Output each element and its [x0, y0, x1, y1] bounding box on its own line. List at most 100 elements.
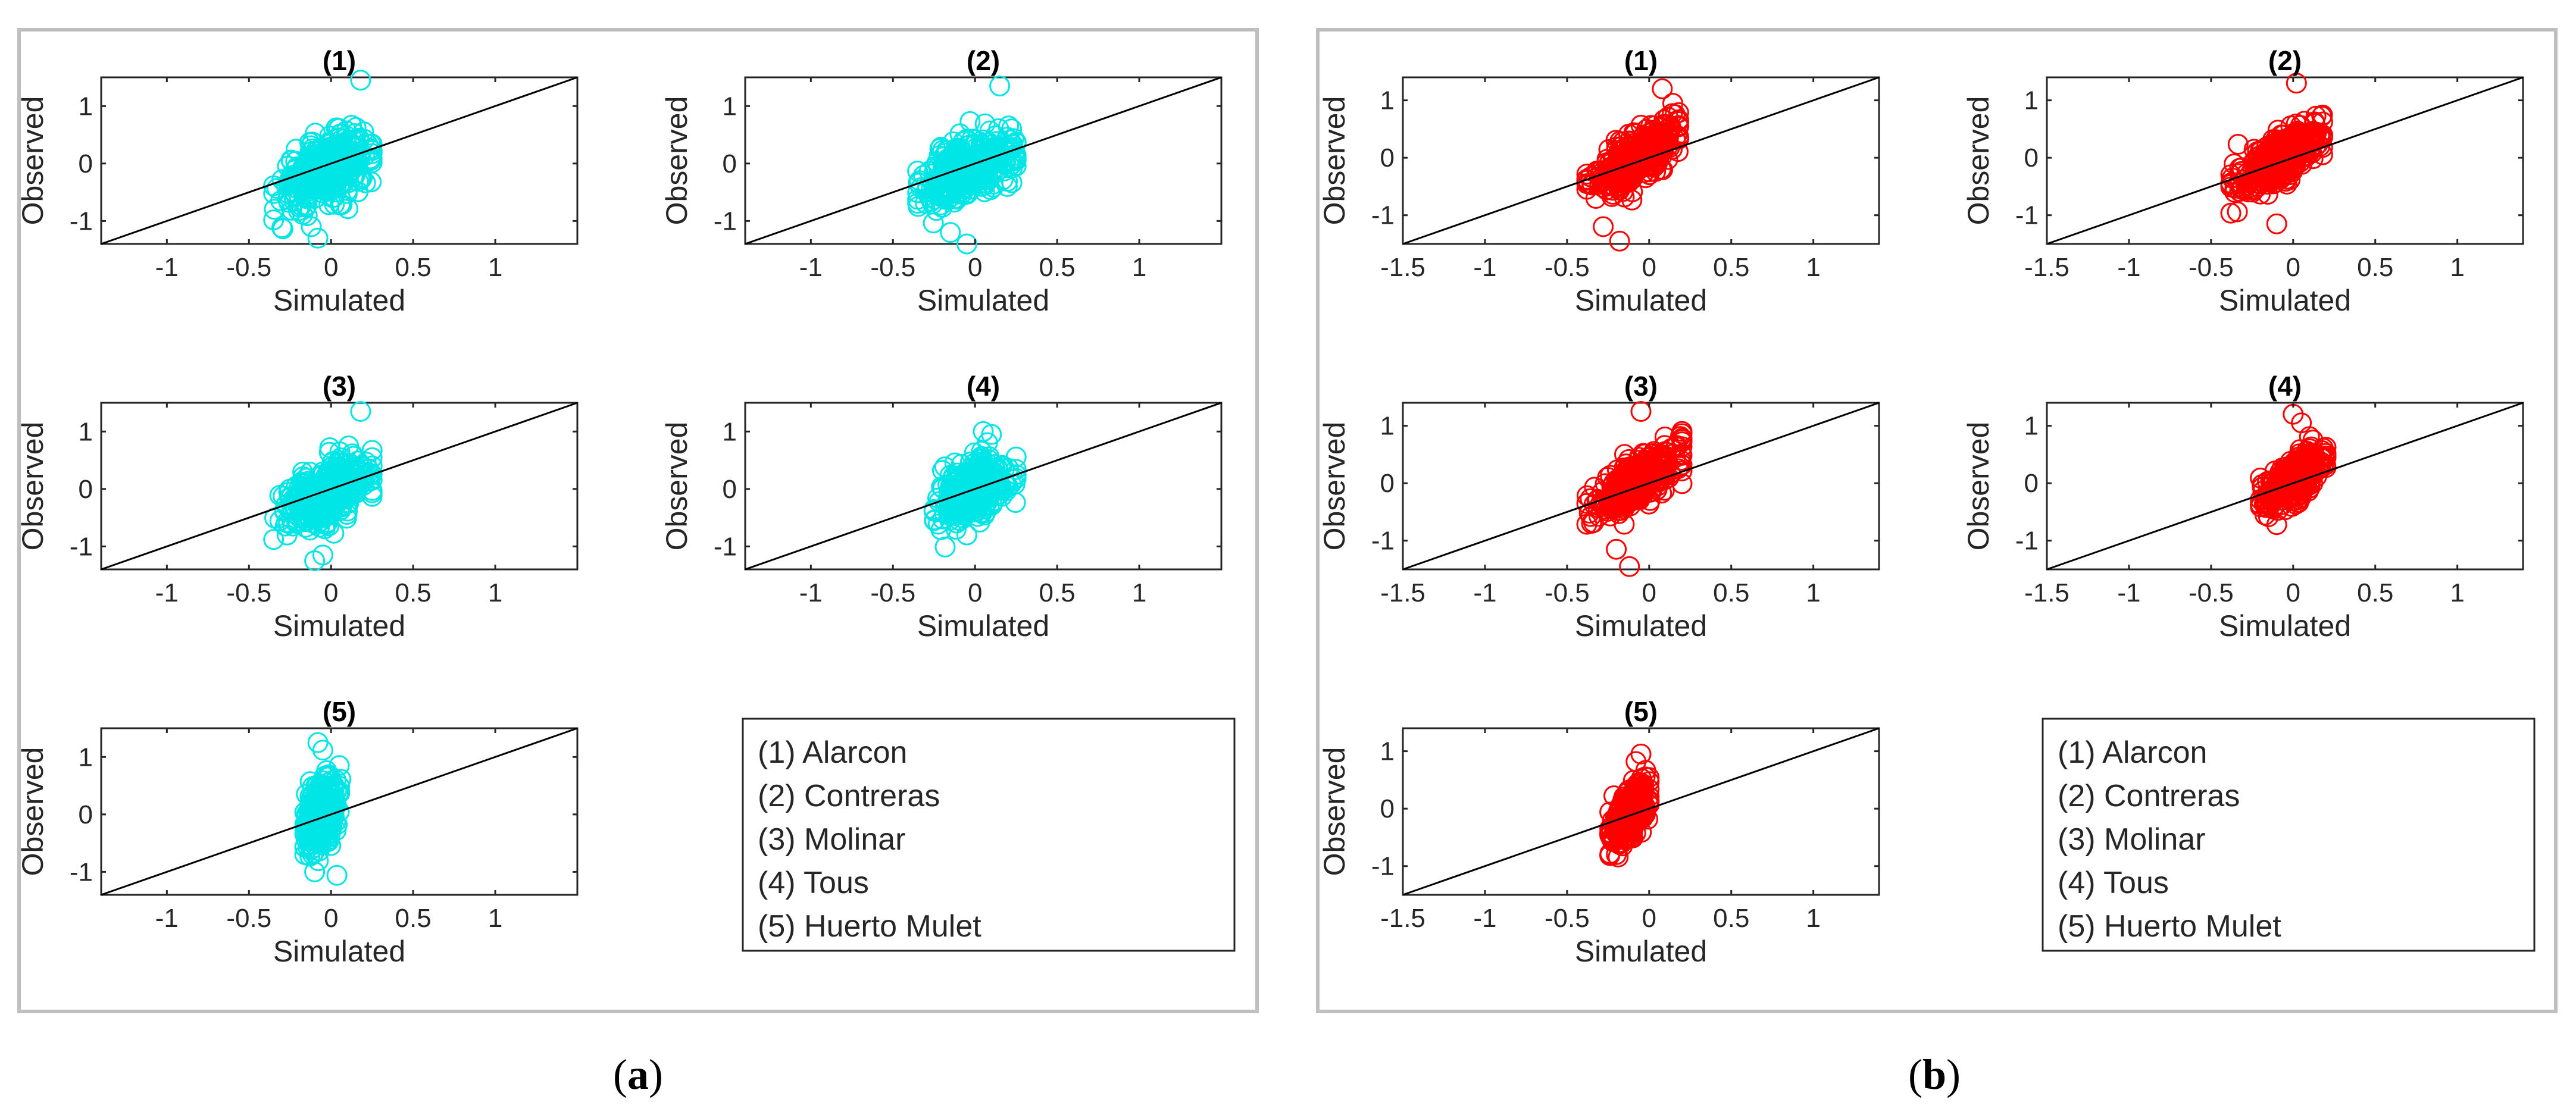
x-tick-label: -0.5 [870, 578, 915, 607]
data-point-outlier [1609, 230, 1630, 252]
data-point-outlier [350, 401, 371, 422]
data-point [320, 478, 341, 499]
legend-entry-molinar: (3) Molinar [2058, 822, 2206, 857]
x-tick-label: -1 [155, 904, 179, 933]
y-axis-label: Observed [660, 422, 693, 551]
y-axis-label: Observed [16, 422, 49, 551]
x-tick-label: -0.5 [226, 253, 271, 282]
legend-entry-alarcon: (1) Alarcon [758, 735, 907, 770]
x-axis-label: Simulated [917, 609, 1049, 643]
legend-entry-tous: (4) Tous [2058, 866, 2169, 900]
y-tick-label: 1 [1380, 737, 1395, 766]
data-point [1606, 474, 1627, 494]
x-tick-label: 0.5 [1713, 253, 1749, 282]
x-tick-label: 1 [488, 253, 502, 282]
x-tick-label: -0.5 [2189, 253, 2234, 282]
data-point [1655, 466, 1676, 487]
data-point [290, 471, 312, 493]
x-tick-label: -0.5 [1545, 904, 1590, 933]
data-point [2228, 173, 2249, 194]
reference-line [745, 76, 1222, 245]
x-tick-label: 0 [968, 253, 982, 282]
data-point-outlier [989, 76, 1011, 96]
data-point [1669, 456, 1690, 477]
data-point [938, 189, 959, 209]
data-point-outlier [956, 524, 977, 546]
data-points [907, 76, 1027, 255]
reference-line [1402, 76, 1880, 245]
y-tick-label: 0 [723, 475, 737, 504]
data-point [342, 443, 363, 465]
data-point [996, 474, 1017, 495]
data-point [923, 212, 944, 234]
x-tick-label: 0.5 [395, 253, 432, 282]
data-point [929, 173, 950, 195]
x-tick-label: 0 [324, 904, 338, 933]
legend-entry-tous: (4) Tous [758, 866, 869, 900]
data-point [1591, 172, 1612, 193]
scatter-plot-b-1: -1.5 -1 -0.5 0 0.5 1 -1 0 1 (1) Simulated Observed [1318, 45, 1880, 317]
y-tick-label: -1 [70, 206, 93, 236]
data-point [923, 173, 944, 195]
data-point [1658, 124, 1680, 146]
data-point [934, 503, 955, 524]
data-point [302, 512, 324, 534]
y-tick-label: -1 [714, 206, 737, 236]
legend-entry-huerto-mulet: (5) Huerto Mulet [2058, 909, 2281, 944]
data-point [908, 172, 929, 193]
data-points [1576, 401, 1693, 577]
caption-a: (a) [613, 1051, 663, 1098]
legend-entry-contreras: (2) Contreras [758, 779, 940, 813]
x-tick-label: 1 [1806, 578, 1820, 607]
x-tick-label: -1 [1473, 253, 1496, 282]
data-point [329, 127, 350, 149]
y-axis-label: Observed [1318, 747, 1351, 876]
data-point [1576, 493, 1598, 514]
data-point [326, 864, 348, 886]
data-point [976, 155, 998, 176]
data-point [318, 826, 339, 848]
data-point [1636, 130, 1657, 151]
data-point [332, 156, 353, 178]
data-point [271, 217, 292, 239]
x-tick-label: -1.5 [2024, 253, 2069, 282]
data-point [1624, 787, 1646, 808]
x-axis-label: Simulated [273, 935, 405, 968]
data-point [345, 483, 367, 504]
data-point [959, 111, 981, 132]
data-point [1671, 443, 1692, 465]
y-tick-label: 0 [723, 149, 737, 178]
data-point [1643, 156, 1664, 178]
y-axis-label: Observed [1962, 422, 1995, 551]
plot-title: (3) [1624, 371, 1658, 402]
x-tick-label: 0.5 [2357, 578, 2393, 607]
legend-panel-a: (1) Alarcon (2) Contreras (3) Molinar (4… [742, 718, 1236, 952]
data-points [263, 70, 383, 249]
y-tick-label: -1 [2015, 201, 2039, 230]
y-tick-label: 1 [723, 417, 737, 446]
x-tick-label: 0 [1642, 578, 1656, 607]
legend-entry-molinar: (3) Molinar [758, 822, 906, 857]
data-point [318, 515, 340, 537]
data-point-outlier [1606, 538, 1627, 560]
data-point [988, 118, 1009, 139]
x-tick-label: -0.5 [1545, 578, 1590, 607]
y-tick-label: -1 [70, 532, 93, 561]
caption-b: (b) [1908, 1051, 1961, 1098]
x-tick-label: -1 [155, 253, 179, 282]
data-point [286, 485, 308, 506]
data-point [352, 456, 374, 477]
data-point [292, 461, 314, 483]
data-points [2250, 403, 2337, 535]
x-tick-label: 0.5 [395, 904, 432, 933]
data-point [930, 519, 952, 540]
x-tick-label: 0 [1642, 253, 1656, 282]
plot-title: (2) [967, 45, 1000, 76]
data-point [269, 485, 290, 506]
x-tick-label: -1 [1473, 578, 1496, 607]
data-point [1580, 488, 1601, 509]
data-point [264, 199, 285, 220]
x-axis-label: Simulated [1575, 609, 1707, 643]
data-point-outlier [1606, 844, 1627, 865]
legend-box [2042, 718, 2536, 952]
